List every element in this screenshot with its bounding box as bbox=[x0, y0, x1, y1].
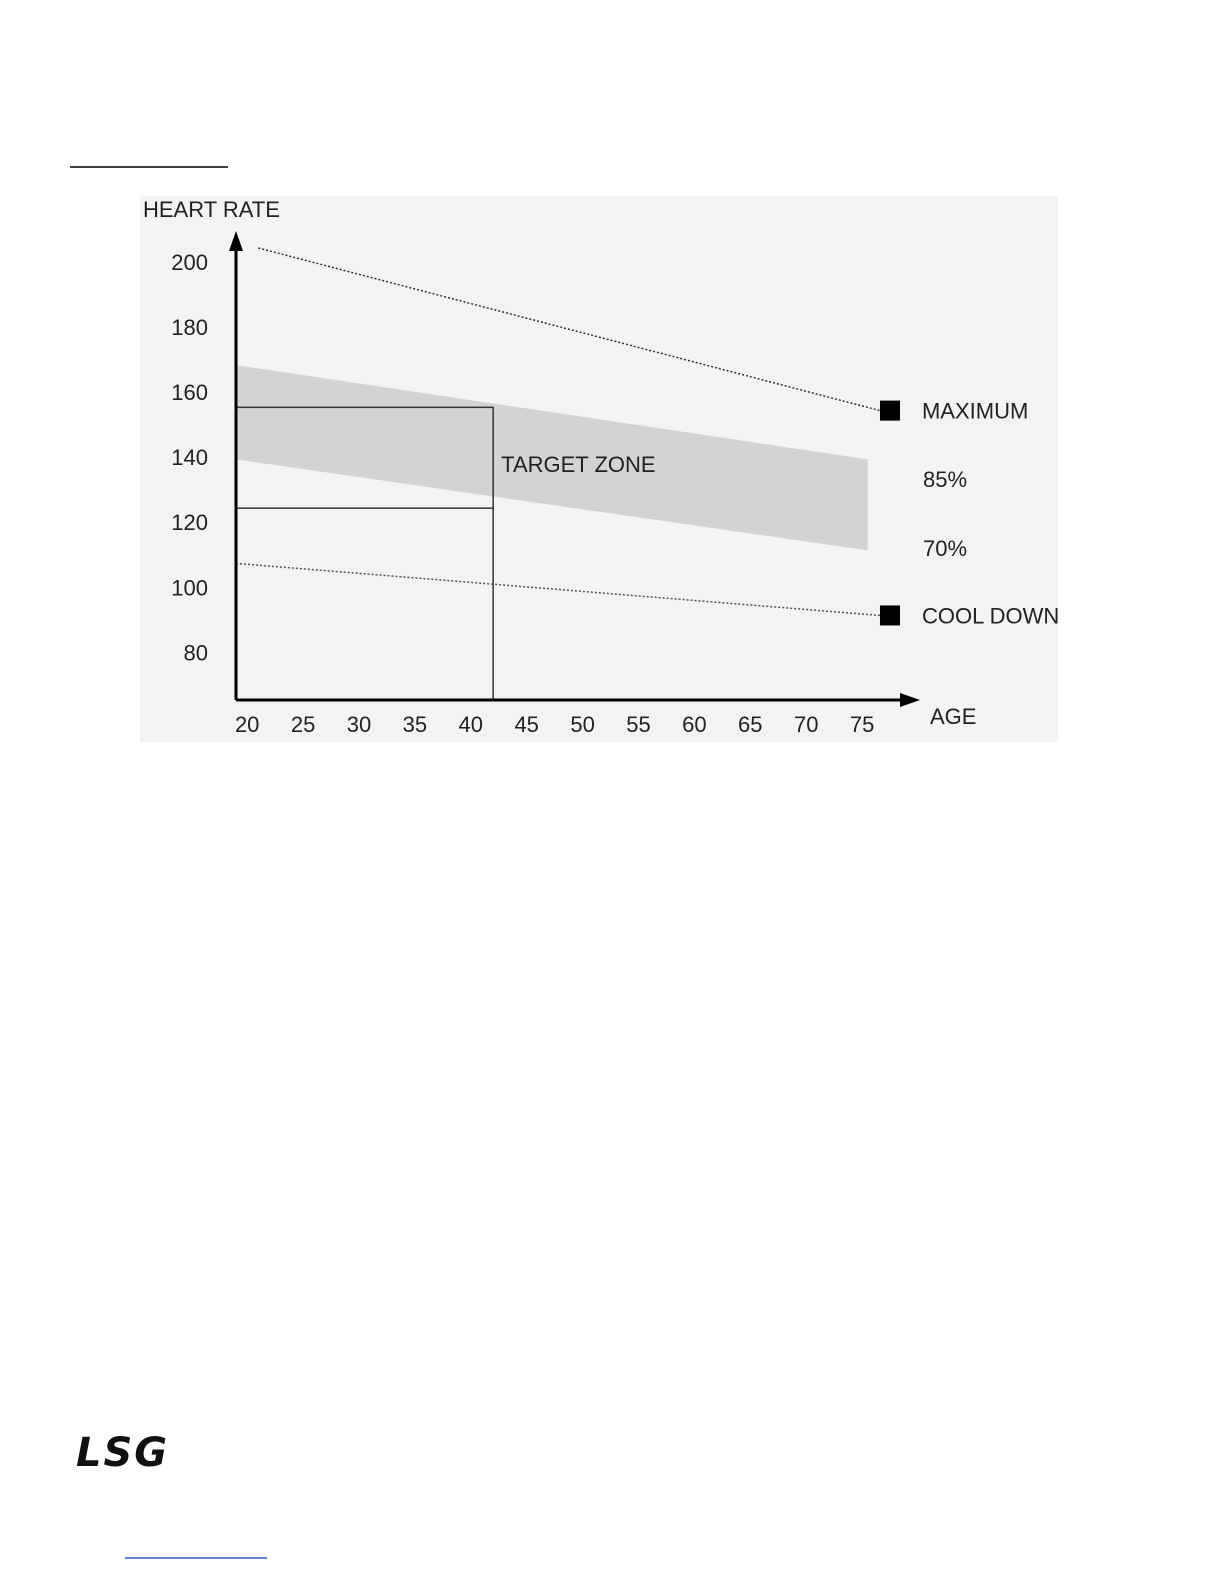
x-tick-label: 35 bbox=[403, 712, 427, 737]
band-upper-label: 85% bbox=[923, 467, 967, 492]
x-tick-label: 25 bbox=[291, 712, 315, 737]
x-tick-label: 55 bbox=[626, 712, 650, 737]
y-tick-label: 120 bbox=[171, 510, 208, 535]
legend-label: MAXIMUM bbox=[922, 398, 1028, 423]
y-tick-label: 80 bbox=[184, 640, 208, 665]
y-tick-label: 160 bbox=[171, 380, 208, 405]
target-zone-label: TARGET ZONE bbox=[501, 452, 655, 477]
x-tick-label: 70 bbox=[794, 712, 818, 737]
logo: LSG bbox=[76, 1430, 170, 1476]
y-axis-arrow bbox=[229, 231, 243, 251]
x-tick-label: 20 bbox=[235, 712, 259, 737]
target-band bbox=[236, 365, 868, 551]
y-tick-label: 100 bbox=[171, 575, 208, 600]
y-tick-label: 200 bbox=[171, 250, 208, 275]
series-marker bbox=[879, 605, 900, 626]
band-lower-label: 70% bbox=[923, 536, 967, 561]
x-tick-label: 60 bbox=[682, 712, 706, 737]
series-line bbox=[258, 247, 881, 412]
x-tick-label: 65 bbox=[738, 712, 762, 737]
x-axis-arrow bbox=[900, 693, 920, 707]
x-axis-label: AGE bbox=[930, 704, 976, 729]
y-axis-label: HEART RATE bbox=[143, 197, 280, 222]
y-tick-label: 140 bbox=[171, 445, 208, 470]
legend-label: COOL DOWN bbox=[922, 603, 1059, 628]
y-tick-label: 180 bbox=[171, 315, 208, 340]
x-tick-label: 75 bbox=[850, 712, 874, 737]
series-marker bbox=[879, 400, 900, 421]
x-tick-label: 50 bbox=[570, 712, 594, 737]
x-tick-label: 30 bbox=[347, 712, 371, 737]
x-tick-label: 45 bbox=[514, 712, 538, 737]
x-tick-label: 40 bbox=[459, 712, 483, 737]
